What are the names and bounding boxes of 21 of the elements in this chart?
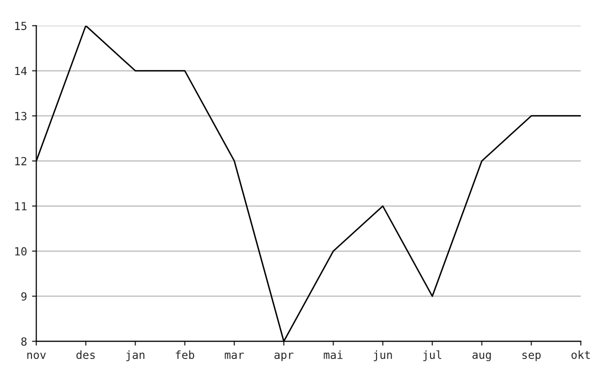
- x-tick-label: apr: [274, 352, 294, 362]
- y-tick-label: 15: [15, 22, 26, 30]
- x-tick-label: aug: [472, 352, 491, 362]
- y-tick-label: 9: [21, 292, 27, 301]
- y-tick-label: 11: [15, 202, 27, 210]
- x-tick-label: feb: [176, 350, 194, 359]
- x-tick-label: sep: [522, 352, 541, 362]
- y-tick-label: 13: [15, 112, 26, 120]
- y-tick-label: 10: [15, 247, 27, 256]
- y-tick-label: 8: [21, 337, 27, 346]
- y-tick-label: 12: [15, 156, 26, 166]
- x-tick-label: mai: [324, 350, 343, 359]
- x-tick-label: nov: [27, 352, 46, 359]
- x-tick-label: jun: [374, 350, 392, 362]
- x-tick-label: jul: [423, 350, 442, 362]
- x-tick-label: des: [76, 350, 95, 359]
- x-tick-label: jan: [126, 350, 144, 362]
- line-series: [36, 26, 581, 342]
- x-tick-label: okt: [572, 350, 590, 359]
- x-tick-label: mar: [224, 352, 244, 359]
- y-tick-label: 14: [15, 66, 27, 76]
